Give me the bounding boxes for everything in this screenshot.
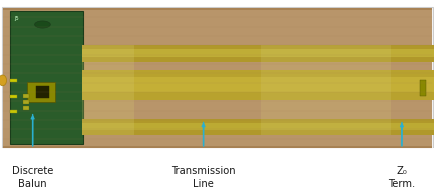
FancyBboxPatch shape <box>23 106 29 110</box>
Text: Discrete
Balun: Discrete Balun <box>12 166 53 189</box>
FancyBboxPatch shape <box>10 79 17 82</box>
Text: Z₀
Term.: Z₀ Term. <box>388 166 414 189</box>
FancyBboxPatch shape <box>419 80 425 96</box>
FancyBboxPatch shape <box>3 8 431 10</box>
FancyBboxPatch shape <box>0 148 434 196</box>
FancyBboxPatch shape <box>23 100 29 104</box>
FancyBboxPatch shape <box>27 82 55 102</box>
FancyBboxPatch shape <box>3 146 431 148</box>
FancyBboxPatch shape <box>82 119 433 135</box>
FancyBboxPatch shape <box>2 7 432 149</box>
FancyBboxPatch shape <box>10 95 17 98</box>
FancyBboxPatch shape <box>3 8 431 148</box>
FancyBboxPatch shape <box>82 49 433 57</box>
FancyBboxPatch shape <box>36 86 49 98</box>
Text: Transmission
Line: Transmission Line <box>171 166 235 189</box>
FancyBboxPatch shape <box>23 94 29 98</box>
FancyBboxPatch shape <box>260 45 391 135</box>
FancyBboxPatch shape <box>82 70 433 100</box>
FancyBboxPatch shape <box>82 45 433 62</box>
FancyBboxPatch shape <box>10 110 17 113</box>
Text: J5: J5 <box>14 16 19 21</box>
Circle shape <box>35 21 50 28</box>
FancyBboxPatch shape <box>82 123 433 130</box>
FancyBboxPatch shape <box>82 77 433 92</box>
FancyBboxPatch shape <box>10 11 82 144</box>
FancyBboxPatch shape <box>82 45 134 135</box>
Ellipse shape <box>0 75 7 86</box>
